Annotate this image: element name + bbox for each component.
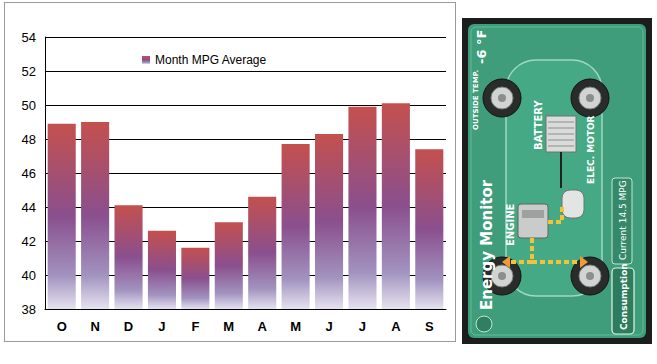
svg-text:D: D <box>124 319 133 334</box>
svg-text:ENGINE: ENGINE <box>505 204 516 246</box>
svg-text:A: A <box>258 319 268 334</box>
svg-text:40: 40 <box>22 268 36 283</box>
svg-text:54: 54 <box>22 30 36 45</box>
svg-text:S: S <box>425 319 434 334</box>
svg-text:38: 38 <box>22 302 36 317</box>
svg-text:OUTSIDE TEMP.: OUTSIDE TEMP. <box>472 70 480 130</box>
svg-text:48: 48 <box>22 132 36 147</box>
svg-text:-6 °F: -6 °F <box>474 30 489 64</box>
svg-text:Consumption: Consumption <box>619 263 629 330</box>
svg-text:J: J <box>325 319 332 334</box>
svg-text:N: N <box>90 319 99 334</box>
svg-text:F: F <box>191 319 199 334</box>
svg-text:J: J <box>359 319 366 334</box>
svg-text:O: O <box>57 319 67 334</box>
svg-text:42: 42 <box>22 234 36 249</box>
svg-text:A: A <box>391 319 401 334</box>
svg-text:M: M <box>290 319 301 334</box>
svg-text:BATTERY: BATTERY <box>533 100 544 150</box>
svg-text:Energy Monitor: Energy Monitor <box>478 179 496 310</box>
svg-text:ELEC. MOTOR: ELEC. MOTOR <box>586 115 596 184</box>
svg-text:M: M <box>223 319 234 334</box>
svg-text:Month MPG Average: Month MPG Average <box>155 53 266 67</box>
svg-text:44: 44 <box>22 200 36 215</box>
svg-text:Current 14.5 MPG: Current 14.5 MPG <box>618 180 628 260</box>
svg-text:52: 52 <box>22 64 36 79</box>
svg-text:50: 50 <box>22 98 36 113</box>
svg-text:46: 46 <box>22 166 36 181</box>
svg-text:J: J <box>158 319 165 334</box>
